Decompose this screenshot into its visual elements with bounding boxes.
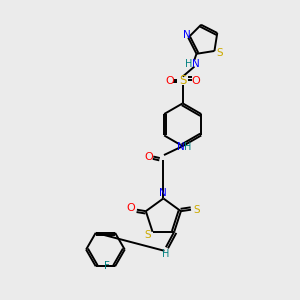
Text: N: N: [192, 58, 200, 69]
Text: H: H: [185, 58, 192, 69]
Text: O: O: [144, 152, 153, 161]
Text: S: S: [194, 205, 200, 215]
Text: S: S: [179, 74, 186, 87]
Text: N: N: [183, 30, 190, 40]
Text: H: H: [184, 142, 191, 152]
Text: O: O: [192, 76, 200, 86]
Text: N: N: [177, 142, 184, 152]
Text: F: F: [104, 261, 110, 271]
Text: S: S: [144, 230, 151, 240]
Text: H: H: [162, 249, 169, 259]
Text: O: O: [127, 203, 135, 213]
Text: S: S: [217, 48, 223, 58]
Text: N: N: [160, 188, 167, 198]
Text: O: O: [165, 76, 174, 86]
